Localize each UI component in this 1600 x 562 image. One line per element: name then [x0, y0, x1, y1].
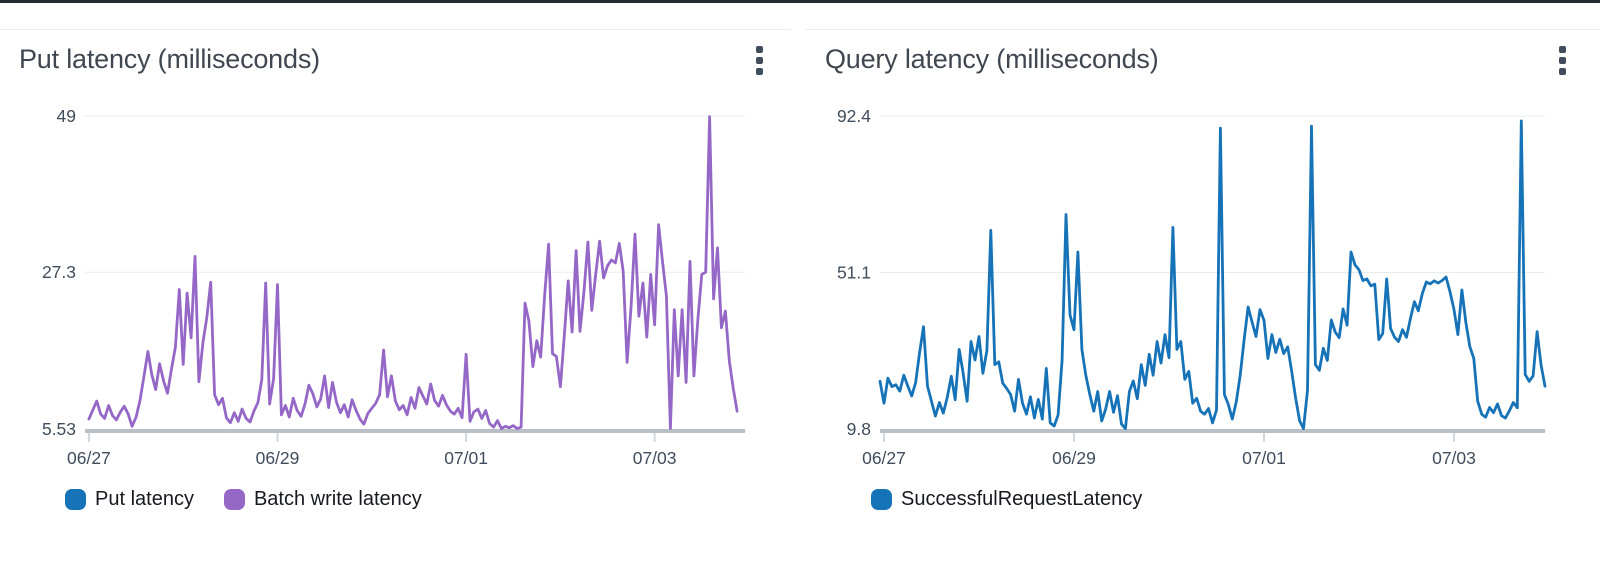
- x-axis-label: 06/29: [256, 448, 300, 468]
- widget-card-query-latency: Query latency (milliseconds) 06/27 06/29 0…: [806, 29, 1600, 562]
- legend-label: Put latency: [95, 488, 194, 510]
- y-axis-label: 92.4: [837, 106, 871, 126]
- x-axis-label: 06/29: [1052, 448, 1096, 468]
- kebab-dot: [1558, 45, 1566, 53]
- widget-title-put-latency: Put latency (milliseconds): [19, 44, 320, 74]
- kebab-menu-icon: [755, 44, 763, 77]
- x-axis-label: 07/01: [1242, 448, 1286, 468]
- y-axis-label: 51.1: [837, 263, 871, 283]
- y-axis-label: 9.8: [847, 419, 871, 439]
- window-top-edge: [0, 0, 1600, 3]
- widget-title-query-latency: Query latency (milliseconds): [825, 44, 1159, 74]
- x-axis-label: 06/27: [67, 448, 111, 468]
- legend-swatch-icon: [65, 489, 86, 510]
- series-line-batch-write-latency: [87, 115, 739, 430]
- legend-swatch-icon: [223, 489, 245, 510]
- legend-item-put-latency[interactable]: Put latency: [65, 488, 194, 511]
- series-line-successfulrequestlatency: [878, 119, 1547, 431]
- y-axis-label: 5.53: [42, 419, 76, 439]
- legend-label: Batch write latency: [253, 488, 422, 510]
- kebab-dot: [1558, 56, 1566, 64]
- kebab-dot: [755, 45, 763, 53]
- query-latency-chart[interactable]: 06/27 06/29 07/01 07/03 92.4 51.1 9.8: [806, 76, 1600, 486]
- legend-swatch-icon: [871, 489, 892, 510]
- x-axis-label: 07/03: [633, 448, 677, 468]
- legend-item-successfulrequestlatency[interactable]: SuccessfulRequestLatency: [871, 488, 1142, 511]
- widget-menu-button[interactable]: [1551, 43, 1573, 77]
- legend-label: SuccessfulRequestLatency: [901, 488, 1143, 510]
- legend-item-batch-write-latency[interactable]: Batch write latency: [223, 488, 422, 511]
- chart-legend: SuccessfulRequestLatency: [871, 488, 1142, 511]
- kebab-dot: [1558, 67, 1566, 75]
- chart-legend: Put latency Batch write latency: [65, 488, 422, 511]
- x-axis-label: 06/27: [862, 448, 906, 468]
- kebab-menu-icon: [1558, 44, 1566, 77]
- y-axis-label: 49: [57, 106, 76, 126]
- widget-menu-button[interactable]: [748, 43, 770, 77]
- widget-card-put-latency: Put latency (milliseconds) 06/27 06/29 07/…: [0, 29, 791, 562]
- kebab-dot: [755, 56, 763, 64]
- put-latency-chart[interactable]: 06/27 06/29 07/01 07/03 49 27.3 5.53: [0, 76, 791, 486]
- y-axis-label: 27.3: [42, 262, 76, 282]
- x-axis-label: 07/01: [444, 448, 488, 468]
- kebab-dot: [755, 67, 763, 75]
- x-axis-label: 07/03: [1432, 448, 1476, 468]
